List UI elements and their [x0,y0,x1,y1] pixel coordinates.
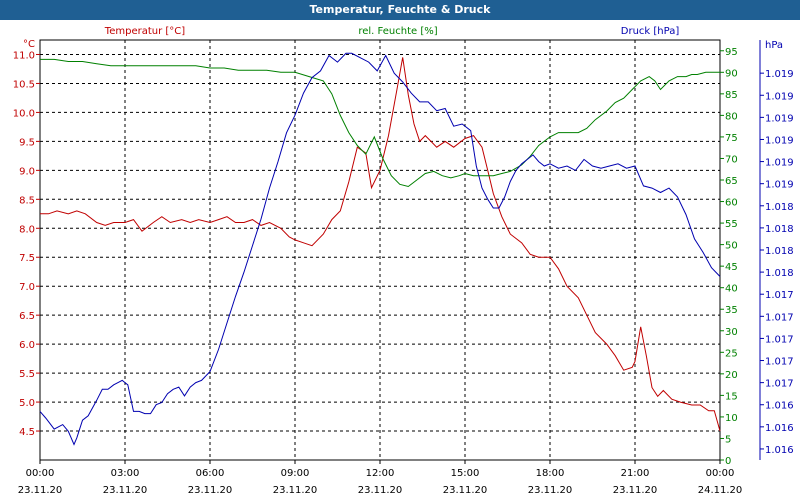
pressure-tick-label: 1.018 [765,202,794,213]
humidity-tick-label: 15 [725,391,738,402]
pressure-tick-label: 1.018 [765,224,794,235]
x-tick-time-label: 21:00 [621,468,650,479]
pressure-tick-label: 1.019 [765,180,794,191]
humidity-tick-label: 85 [725,90,738,101]
humidity-tick-label: 70 [725,154,738,165]
humidity-tick-label: 65 [725,176,738,187]
series-line-humidity [40,58,720,188]
temperature-tick-label: 8.0 [19,224,35,235]
x-tick-date-label: 23.11.20 [528,485,573,496]
humidity-tick-label: 45 [725,262,738,273]
humidity-tick-label: 75 [725,133,738,144]
temperature-tick-label: 7.0 [19,282,35,293]
x-tick-time-label: 18:00 [536,468,565,479]
x-tick-date-label: 24.11.20 [698,485,743,496]
humidity-tick-label: 40 [725,284,738,295]
temperature-tick-label: 10.0 [13,108,35,119]
x-tick-date-label: 23.11.20 [443,485,488,496]
x-tick-date-label: 23.11.20 [18,485,63,496]
humidity-tick-label: 30 [725,327,738,338]
x-tick-time-label: 00:00 [26,468,55,479]
humidity-tick-label: 0 [725,456,731,467]
humidity-tick-label: 80 [725,111,738,122]
x-tick-date-label: 23.11.20 [188,485,233,496]
x-tick-date-label: 23.11.20 [358,485,403,496]
pressure-tick-label: 1.019 [765,158,794,169]
x-tick-time-label: 03:00 [111,468,140,479]
humidity-tick-label: 20 [725,370,738,381]
humidity-tick-label: 55 [725,219,738,230]
pressure-tick-label: 1.016 [765,401,794,412]
title-bar: Temperatur, Feuchte & Druck [0,0,800,20]
temperature-tick-label: 5.5 [19,369,35,380]
pressure-unit-label: hPa [765,40,783,51]
chart-title: Temperatur, Feuchte & Druck [309,3,491,16]
pressure-tick-label: 1.017 [765,290,794,301]
temperature-tick-label: 9.0 [19,166,35,177]
x-tick-date-label: 23.11.20 [613,485,658,496]
pressure-axis-title: Druck [hPa] [621,26,680,37]
temperature-tick-label: 8.5 [19,195,35,206]
humidity-axis-title: rel. Feuchte [%] [358,26,437,37]
series-line-pressure [39,52,721,446]
temperature-tick-label: 10.5 [13,79,35,90]
temperature-tick-label: 7.5 [19,253,35,264]
x-tick-time-label: 15:00 [451,468,480,479]
temperature-axis-title: Temperatur [°C] [104,26,185,37]
temperature-tick-label: 6.5 [19,311,35,322]
temperature-unit-label: °C [23,39,35,50]
pressure-tick-label: 1.019 [765,91,794,102]
x-tick-time-label: 12:00 [366,468,395,479]
pressure-tick-label: 1.018 [765,268,794,279]
x-tick-time-label: 00:00 [706,468,735,479]
pressure-tick-label: 1.019 [765,135,794,146]
pressure-tick-label: 1.017 [765,379,794,390]
x-tick-time-label: 06:00 [196,468,225,479]
pressure-tick-label: 1.017 [765,312,794,323]
pressure-tick-label: 1.017 [765,357,794,368]
humidity-tick-label: 25 [725,348,738,359]
x-tick-time-label: 09:00 [281,468,310,479]
temperature-tick-label: 11.0 [13,50,35,61]
temperature-tick-label: 6.0 [19,340,35,351]
humidity-tick-label: 50 [725,241,738,252]
series-line-temperature [40,57,721,432]
humidity-tick-label: 95 [725,47,738,58]
humidity-tick-label: 35 [725,305,738,316]
pressure-tick-label: 1.018 [765,246,794,257]
humidity-tick-label: 90 [725,68,738,79]
pressure-tick-label: 1.016 [765,445,794,456]
temperature-tick-label: 5.0 [19,398,35,409]
temperature-tick-label: 4.5 [19,427,35,438]
x-tick-date-label: 23.11.20 [273,485,318,496]
humidity-tick-label: 60 [725,198,738,209]
pressure-tick-label: 1.019 [765,113,794,124]
pressure-tick-label: 1.016 [765,423,794,434]
temperature-tick-label: 9.5 [19,137,35,148]
humidity-tick-label: 5 [725,434,731,445]
pressure-tick-label: 1.017 [765,334,794,345]
x-tick-date-label: 23.11.20 [103,485,148,496]
pressure-tick-label: 1.019 [765,69,794,80]
humidity-tick-label: 10 [725,413,738,424]
